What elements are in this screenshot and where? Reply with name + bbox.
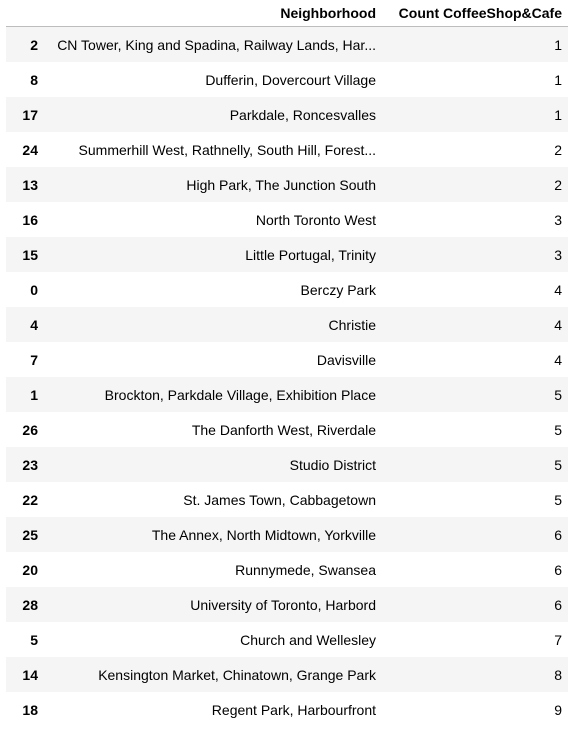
row-index: 16 <box>22 211 38 228</box>
neighborhood-cell: Parkdale, Roncesvalles <box>229 106 376 123</box>
count-cell: 4 <box>554 281 562 298</box>
table-row: 14 Kensington Market, Chinatown, Grange P… <box>6 657 568 692</box>
row-index: 22 <box>22 491 38 508</box>
table-row: 23 Studio District 5 <box>6 447 568 482</box>
neighborhood-cell: Summerhill West, Rathnelly, South Hill, … <box>78 141 376 158</box>
table-row: 20 Runnymede, Swansea 6 <box>6 552 568 587</box>
table-row: 4 Christie 4 <box>6 307 568 342</box>
count-cell: 3 <box>554 211 562 228</box>
table-row: 28 University of Toronto, Harbord 6 <box>6 587 568 622</box>
row-index: 14 <box>22 666 38 683</box>
neighborhood-cell: Little Portugal, Trinity <box>245 246 376 263</box>
neighborhood-cell: Regent Park, Harbourfront <box>211 701 376 718</box>
row-index: 20 <box>22 561 38 578</box>
count-cell: 5 <box>554 491 562 508</box>
count-cell: 2 <box>554 141 562 158</box>
count-cell: 6 <box>554 526 562 543</box>
row-index: 23 <box>22 456 38 473</box>
row-index: 18 <box>22 701 38 718</box>
count-header: Count CoffeeShop&Cafe <box>382 0 568 27</box>
table-row: 16 North Toronto West 3 <box>6 202 568 237</box>
row-index: 24 <box>22 141 38 158</box>
table-row: 26 The Danforth West, Riverdale 5 <box>6 412 568 447</box>
count-cell: 5 <box>554 386 562 403</box>
row-index: 26 <box>22 421 38 438</box>
row-index: 15 <box>22 246 38 263</box>
neighborhood-cell: Runnymede, Swansea <box>235 561 376 578</box>
table-body: 2 CN Tower, King and Spadina, Railway Lan… <box>6 26 568 727</box>
row-index: 1 <box>30 386 38 403</box>
dataframe-table: Neighborhood Count CoffeeShop&Cafe 2 CN T… <box>6 0 568 727</box>
count-cell: 9 <box>554 701 562 718</box>
row-index: 13 <box>22 176 38 193</box>
neighborhood-cell: High Park, The Junction South <box>186 176 376 193</box>
row-index: 7 <box>30 351 38 368</box>
table-header: Neighborhood Count CoffeeShop&Cafe <box>6 0 568 27</box>
table-row: 17 Parkdale, Roncesvalles 1 <box>6 97 568 132</box>
table-row: 22 St. James Town, Cabbagetown 5 <box>6 482 568 517</box>
dataframe-output: Neighborhood Count CoffeeShop&Cafe 2 CN T… <box>6 0 568 727</box>
count-cell: 2 <box>554 176 562 193</box>
count-cell: 5 <box>554 456 562 473</box>
header-row: Neighborhood Count CoffeeShop&Cafe <box>6 0 568 27</box>
table-row: 24 Summerhill West, Rathnelly, South Hill… <box>6 132 568 167</box>
count-cell: 1 <box>554 71 562 88</box>
count-cell: 7 <box>554 631 562 648</box>
row-index: 25 <box>22 526 38 543</box>
neighborhood-cell: University of Toronto, Harbord <box>190 596 376 613</box>
index-header <box>6 0 44 27</box>
neighborhood-cell: The Danforth West, Riverdale <box>191 421 376 438</box>
table-row: 25 The Annex, North Midtown, Yorkville 6 <box>6 517 568 552</box>
count-cell: 6 <box>554 561 562 578</box>
table-row: 1 Brockton, Parkdale Village, Exhibition … <box>6 377 568 412</box>
neighborhood-cell: The Annex, North Midtown, Yorkville <box>151 526 376 543</box>
row-index: 0 <box>30 281 38 298</box>
table-row: 0 Berczy Park 4 <box>6 272 568 307</box>
table-row: 7 Davisville 4 <box>6 342 568 377</box>
table-row: 13 High Park, The Junction South 2 <box>6 167 568 202</box>
neighborhood-cell: Davisville <box>316 351 376 368</box>
row-index: 8 <box>30 71 38 88</box>
table-row: 8 Dufferin, Dovercourt Village 1 <box>6 62 568 97</box>
row-index: 4 <box>30 316 38 333</box>
neighborhood-cell: Studio District <box>289 456 376 473</box>
neighborhood-header: Neighborhood <box>44 0 382 27</box>
count-cell: 8 <box>554 666 562 683</box>
table-row: 18 Regent Park, Harbourfront 9 <box>6 692 568 727</box>
neighborhood-cell: St. James Town, Cabbagetown <box>183 491 376 508</box>
neighborhood-cell: CN Tower, King and Spadina, Railway Land… <box>57 36 376 53</box>
row-index: 28 <box>22 596 38 613</box>
count-cell: 3 <box>554 246 562 263</box>
row-index: 5 <box>30 631 38 648</box>
neighborhood-cell: Dufferin, Dovercourt Village <box>205 71 376 88</box>
count-cell: 6 <box>554 596 562 613</box>
count-cell: 4 <box>554 351 562 368</box>
neighborhood-cell: Christie <box>328 316 376 333</box>
count-cell: 4 <box>554 316 562 333</box>
neighborhood-cell: Church and Wellesley <box>240 631 376 648</box>
table-row: 15 Little Portugal, Trinity 3 <box>6 237 568 272</box>
count-cell: 5 <box>554 421 562 438</box>
neighborhood-cell: Brockton, Parkdale Village, Exhibition P… <box>104 386 376 403</box>
count-cell: 1 <box>554 106 562 123</box>
row-index: 17 <box>22 106 38 123</box>
table-row: 2 CN Tower, King and Spadina, Railway Lan… <box>6 26 568 62</box>
count-cell: 1 <box>554 36 562 53</box>
neighborhood-cell: North Toronto West <box>255 211 376 228</box>
neighborhood-cell: Berczy Park <box>300 281 376 298</box>
table-row: 5 Church and Wellesley 7 <box>6 622 568 657</box>
neighborhood-cell: Kensington Market, Chinatown, Grange Par… <box>98 666 376 683</box>
row-index: 2 <box>30 36 38 53</box>
